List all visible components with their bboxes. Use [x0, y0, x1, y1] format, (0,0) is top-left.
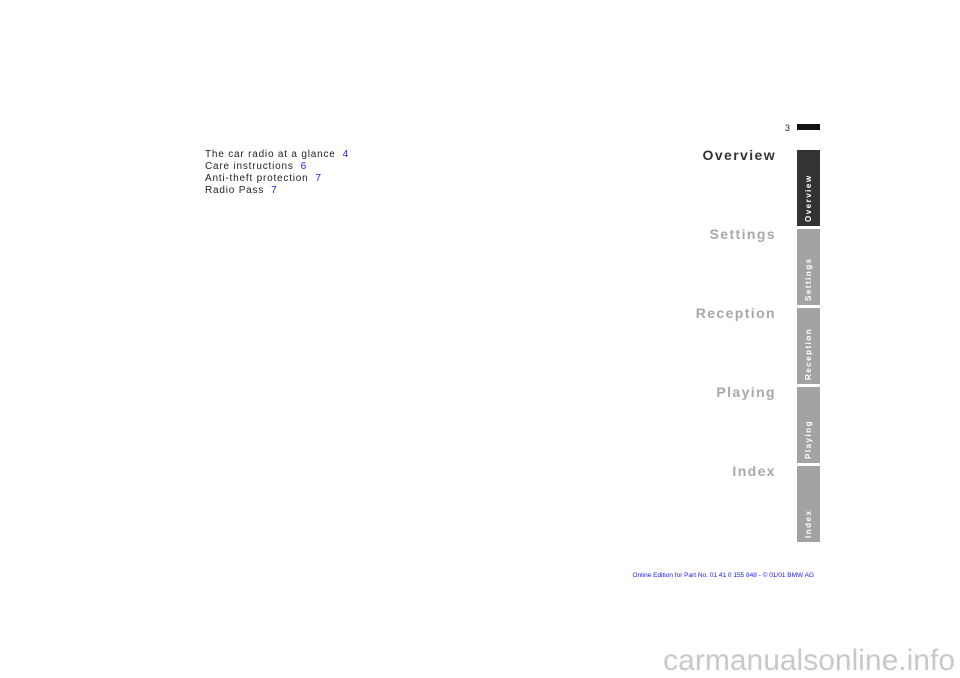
page-number: 3: [785, 123, 790, 133]
toc-title: Radio Pass: [205, 185, 264, 196]
tab-label: Settings: [804, 257, 813, 301]
section-heading: Overview: [703, 147, 776, 163]
tab-label: Overview: [804, 174, 813, 222]
toc-page: 4: [343, 149, 349, 160]
toc-title: Anti-theft protection: [205, 173, 309, 184]
section-heading: Index: [732, 463, 776, 479]
tab-label: Playing: [804, 420, 813, 459]
section-tab: [797, 229, 820, 305]
watermark: carmanualsonline.info: [663, 644, 955, 677]
toc: The car radio at a glance 4 Care instructi…: [205, 149, 349, 196]
toc-title: Care instructions: [205, 161, 294, 172]
tab-label: Index: [804, 510, 813, 538]
toc-entry: Care instructions 6: [205, 161, 307, 172]
toc-entry: The car radio at a glance 4: [205, 149, 349, 160]
toc-page: 7: [316, 173, 322, 184]
page-marker: [797, 124, 820, 130]
toc-title: The car radio at a glance: [205, 149, 336, 160]
section-tab: [797, 150, 820, 226]
toc-entry: Anti-theft protection 7: [205, 173, 322, 184]
section-tab: [797, 466, 820, 542]
footer: Online Edition for Part No. 01 41 0 155 …: [633, 571, 814, 579]
tab-label: Reception: [804, 328, 813, 380]
toc-page: 6: [301, 161, 307, 172]
section-heading: Reception: [696, 305, 776, 321]
toc-entry: Radio Pass 7: [205, 185, 278, 196]
toc-page: 7: [271, 185, 277, 196]
section-heading: Playing: [716, 384, 776, 400]
section-tab: [797, 387, 820, 463]
section-heading: Settings: [710, 226, 776, 242]
section-tab: [797, 308, 820, 384]
sections: Overview Overview Settings Settings Receptio…: [696, 147, 820, 542]
